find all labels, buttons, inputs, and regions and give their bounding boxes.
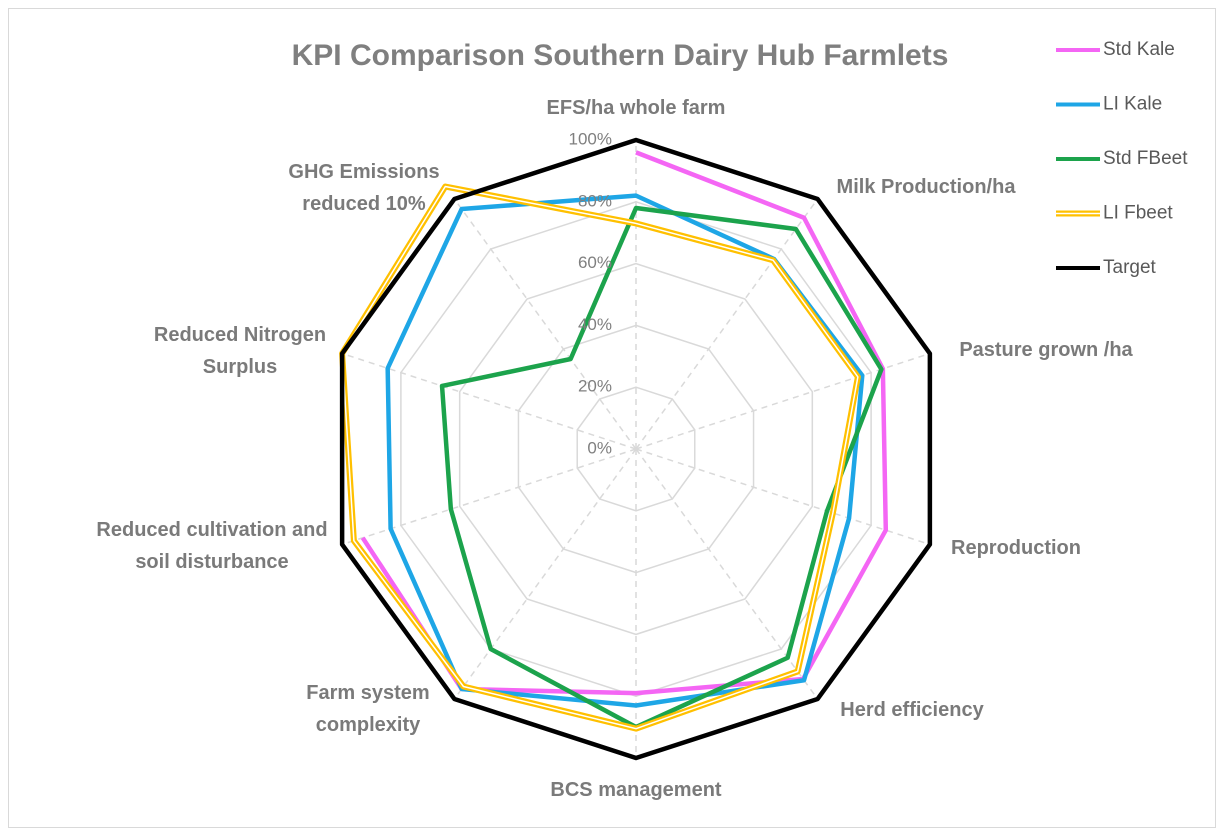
legend-item: Std FBeet — [1056, 148, 1188, 169]
legend-label: Std FBeet — [1103, 148, 1188, 169]
category-label: GHG Emissions reduced 10% — [288, 161, 440, 215]
tick-label: 60% — [578, 253, 612, 272]
tick-label: 80% — [578, 191, 612, 210]
category-label: Reproduction — [951, 537, 1081, 559]
category-label: Milk Production/ha — [836, 176, 1016, 198]
spoke — [341, 352, 637, 450]
category-label: EFS/ha whole farm — [546, 97, 726, 119]
spoke — [453, 448, 637, 700]
spoke — [635, 198, 819, 450]
legend-label: LI Kale — [1103, 94, 1162, 115]
category-label: Reduced Nitrogen Surplus — [153, 324, 327, 378]
series-line — [339, 137, 933, 761]
tick-label: 0% — [587, 438, 612, 457]
legend-item: LI Kale — [1056, 94, 1162, 115]
grid-ring — [576, 386, 696, 512]
spoke — [635, 448, 931, 546]
chart-title: KPI Comparison Southern Dairy Hub Farmle… — [292, 39, 949, 72]
category-label: Herd efficiency — [840, 699, 984, 721]
legend-label: LI Fbeet — [1103, 203, 1173, 224]
legend-item: Target — [1056, 257, 1157, 278]
legend-item: Std Kale — [1056, 39, 1175, 60]
tick-label: 20% — [578, 377, 612, 396]
tick-label: 40% — [578, 315, 612, 334]
series-line — [385, 193, 865, 708]
spoke — [453, 198, 637, 450]
legend-label: Std Kale — [1103, 39, 1175, 60]
legend-item: LI Fbeet — [1056, 203, 1173, 224]
category-label: BCS management — [550, 779, 722, 801]
category-label: Reduced cultivation and soil disturbance — [96, 519, 328, 573]
category-label: Pasture grown /ha — [959, 339, 1133, 361]
tick-label: 100% — [569, 129, 612, 148]
category-label: Farm system complexity — [306, 682, 430, 736]
legend-label: Target — [1103, 257, 1157, 278]
grid-ring — [458, 262, 814, 636]
series-line-inner — [341, 185, 859, 730]
